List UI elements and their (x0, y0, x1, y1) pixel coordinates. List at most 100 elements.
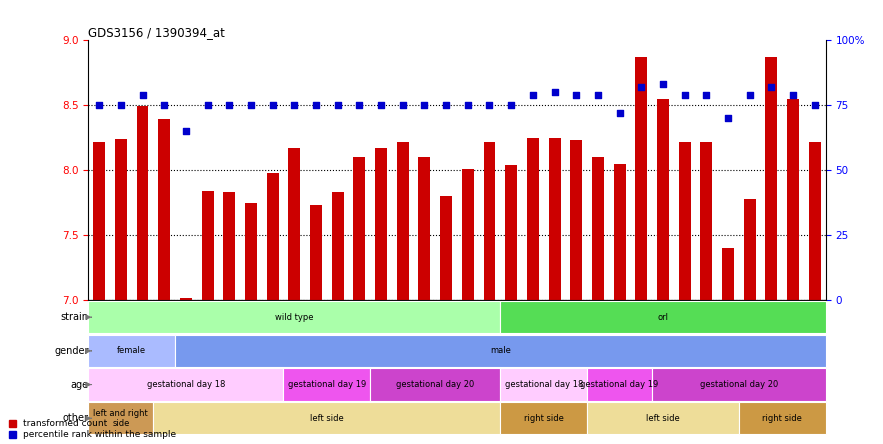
Text: orl: orl (658, 313, 668, 322)
Point (439, 102, 453, 109)
Legend: transformed count, percentile rank within the sample: transformed count, percentile rank withi… (9, 419, 177, 440)
Point (200, 102, 215, 109)
Point (504, 102, 518, 109)
Point (786, 91, 800, 98)
FancyBboxPatch shape (587, 369, 653, 401)
Text: right side: right side (762, 414, 802, 423)
Point (677, 91, 691, 98)
FancyBboxPatch shape (501, 369, 587, 401)
Point (482, 102, 496, 109)
Point (114, 102, 128, 109)
Bar (332, 192, 343, 300)
FancyBboxPatch shape (88, 369, 283, 401)
Point (352, 102, 366, 109)
FancyBboxPatch shape (739, 402, 826, 434)
Bar (570, 140, 582, 300)
Point (721, 115, 735, 122)
Point (92, 102, 106, 109)
FancyBboxPatch shape (154, 402, 501, 434)
Point (374, 102, 389, 109)
Bar (440, 196, 452, 300)
Point (634, 83, 648, 91)
Point (135, 91, 149, 98)
FancyBboxPatch shape (501, 301, 826, 333)
Point (418, 102, 432, 109)
Bar (657, 99, 669, 300)
Bar (419, 157, 430, 300)
Point (743, 91, 757, 98)
Bar (635, 57, 647, 300)
Bar (94, 142, 105, 300)
Bar (505, 165, 517, 300)
Point (157, 102, 171, 109)
Bar (462, 169, 474, 300)
Text: gender: gender (54, 346, 88, 356)
Point (591, 91, 605, 98)
Bar (592, 157, 604, 300)
Point (330, 102, 344, 109)
Text: male: male (490, 346, 510, 355)
Bar (267, 173, 279, 300)
Text: gestational day 19: gestational day 19 (288, 380, 366, 389)
Bar (527, 138, 539, 300)
Point (309, 102, 323, 109)
Bar (722, 248, 734, 300)
Bar (375, 148, 387, 300)
Point (396, 102, 410, 109)
FancyBboxPatch shape (501, 402, 587, 434)
Point (656, 81, 670, 88)
Point (179, 127, 193, 135)
Text: GDS3156 / 1390394_at: GDS3156 / 1390394_at (88, 26, 225, 39)
Point (244, 102, 258, 109)
Bar (353, 157, 366, 300)
Bar (137, 107, 148, 300)
Text: right side: right side (524, 414, 563, 423)
Text: gestational day 18: gestational day 18 (147, 380, 225, 389)
FancyBboxPatch shape (653, 369, 826, 401)
Text: left side: left side (310, 414, 343, 423)
Bar (614, 164, 625, 300)
Bar (245, 203, 257, 300)
Bar (766, 57, 777, 300)
Text: gestational day 20: gestational day 20 (396, 380, 474, 389)
Point (765, 83, 779, 91)
FancyBboxPatch shape (175, 335, 826, 367)
FancyBboxPatch shape (88, 402, 154, 434)
Bar (787, 99, 799, 300)
Bar (396, 142, 409, 300)
Bar (115, 139, 127, 300)
Bar (289, 148, 300, 300)
Point (613, 109, 627, 116)
Text: other: other (63, 413, 88, 423)
Text: female: female (117, 346, 147, 355)
FancyBboxPatch shape (88, 301, 501, 333)
Point (461, 102, 475, 109)
Text: gestational day 19: gestational day 19 (580, 380, 659, 389)
Point (547, 88, 562, 95)
Text: left side: left side (646, 414, 680, 423)
Bar (700, 142, 713, 300)
Bar (201, 191, 214, 300)
Bar (180, 298, 192, 300)
Bar (484, 142, 495, 300)
Point (808, 102, 822, 109)
Bar (310, 205, 322, 300)
Text: left and right
side: left and right side (94, 408, 148, 428)
Text: gestational day 18: gestational day 18 (504, 380, 583, 389)
Bar (809, 142, 820, 300)
Point (525, 91, 540, 98)
Point (266, 102, 280, 109)
Point (699, 91, 713, 98)
Text: wild type: wild type (275, 313, 313, 322)
Bar (548, 138, 561, 300)
Text: strain: strain (61, 312, 88, 322)
Point (287, 102, 301, 109)
Bar (679, 142, 691, 300)
Point (223, 102, 237, 109)
Bar (223, 192, 235, 300)
Bar (743, 199, 756, 300)
FancyBboxPatch shape (587, 402, 739, 434)
FancyBboxPatch shape (283, 369, 370, 401)
Text: age: age (71, 380, 88, 389)
Point (570, 91, 584, 98)
